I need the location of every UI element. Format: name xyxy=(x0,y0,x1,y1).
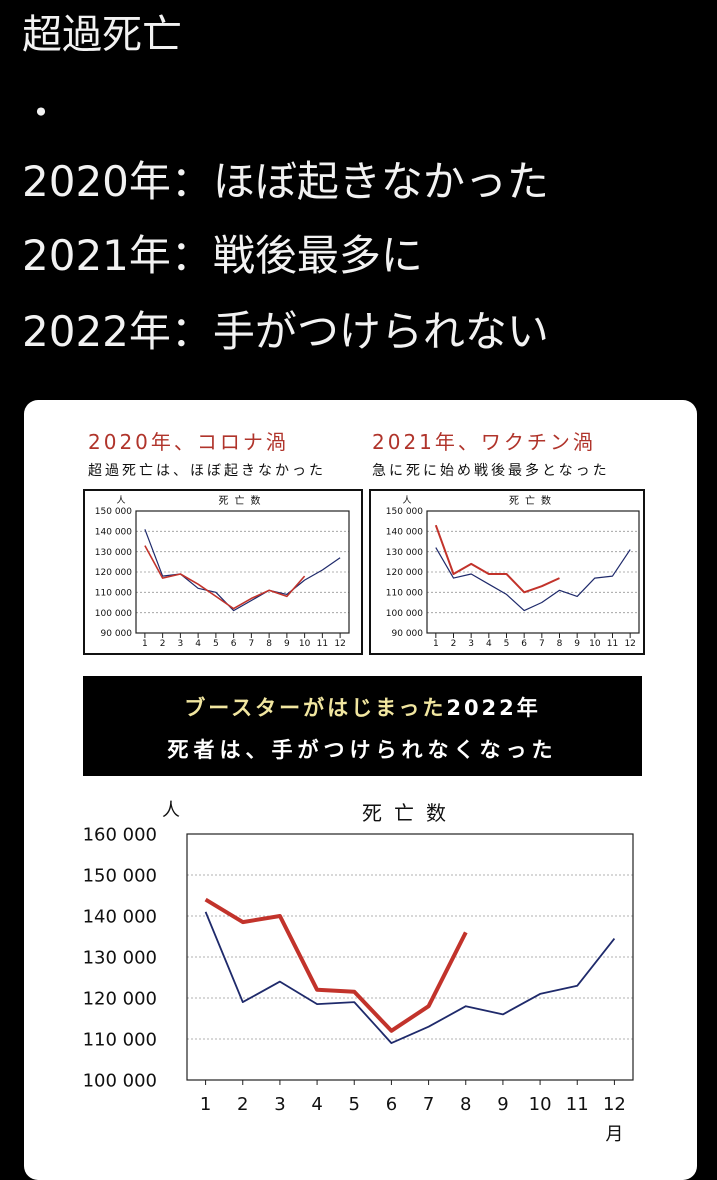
x-tick-label: 1 xyxy=(433,639,439,649)
y-tick-label: 160 000 xyxy=(83,824,157,845)
post-line-2020: 2020年：ほぼ起きなかった xyxy=(22,157,549,206)
y-unit-label: 人 xyxy=(162,800,180,821)
y-tick-label: 90 000 xyxy=(101,629,133,639)
y-tick-label: 100 000 xyxy=(386,609,423,619)
y-tick-label: 120 000 xyxy=(95,568,132,578)
chart-2020: 90 000 100 000 110 000 120 000 130 000 140 00… xyxy=(83,489,363,655)
y-tick-label: 120 000 xyxy=(83,988,157,1009)
post-line-2021: 2021年：戦後最多に xyxy=(22,231,423,280)
series-line-previous xyxy=(435,547,631,612)
x-tick-label: 8 xyxy=(460,1094,471,1115)
x-tick-label: 12 xyxy=(334,639,345,649)
chart-label: 死亡数 xyxy=(362,801,458,825)
x-tick-label: 6 xyxy=(521,639,527,649)
x-tick-label: 3 xyxy=(178,639,184,649)
chart-2021-subtitle: 急に死に始め戦後最多となった xyxy=(372,463,610,479)
x-tick-label: 6 xyxy=(386,1094,397,1115)
y-tick-label: 100 000 xyxy=(95,609,132,619)
chart-2020-title: 2020年、コロナ渦 xyxy=(88,430,289,454)
x-tick-label: 9 xyxy=(574,639,580,649)
x-tick-label: 5 xyxy=(213,639,219,649)
x-tick-label: 2 xyxy=(160,639,166,649)
plot-area xyxy=(186,833,634,1081)
x-tick-label: 7 xyxy=(249,639,255,649)
x-tick-label: 5 xyxy=(504,639,510,649)
y-tick-label: 90 000 xyxy=(392,629,424,639)
y-tick-label: 110 000 xyxy=(83,1029,157,1050)
y-tick-label: 150 000 xyxy=(386,507,423,517)
x-tick-label: 9 xyxy=(284,639,290,649)
chart-2020-subtitle: 超過死亡は、ほぼ起きなかった xyxy=(88,463,326,479)
y-tick-label: 140 000 xyxy=(386,527,423,537)
y-tick-label: 130 000 xyxy=(95,548,132,558)
banner-line-2: 死者は、手がつけられなくなった xyxy=(167,738,558,762)
y-tick-label: 140 000 xyxy=(83,906,157,927)
x-axis-label: 月 xyxy=(605,1124,623,1145)
series-line-current xyxy=(434,524,560,594)
x-tick-label: 3 xyxy=(274,1094,285,1115)
x-tick-label: 4 xyxy=(195,639,201,649)
chart-2021: 90 000 100 000 110 000 120 000 130 000 140 00… xyxy=(369,489,645,655)
x-tick-label: 7 xyxy=(539,639,545,649)
series-line-current xyxy=(144,545,306,610)
x-tick-label: 1 xyxy=(200,1094,211,1115)
bullet-dot: ・ xyxy=(22,91,61,135)
x-tick-label: 2 xyxy=(237,1094,248,1115)
y-tick-label: 140 000 xyxy=(95,527,132,537)
x-tick-label: 6 xyxy=(231,639,237,649)
y-tick-label: 130 000 xyxy=(83,947,157,968)
x-tick-label: 11 xyxy=(607,639,618,649)
x-tick-label: 1 xyxy=(142,639,148,649)
chart-label: 死亡数 xyxy=(509,494,557,507)
x-tick-label: 3 xyxy=(468,639,474,649)
x-tick-label: 7 xyxy=(423,1094,434,1115)
post-title: 超過死亡 xyxy=(22,12,182,58)
infographic-card: 2020年、コロナ渦 超過死亡は、ほぼ起きなかった 2021年、ワクチン渦 急に… xyxy=(24,400,697,1180)
chart-label: 死亡数 xyxy=(219,494,267,507)
plot-area xyxy=(135,510,350,634)
y-tick-label: 110 000 xyxy=(386,588,423,598)
y-tick-label: 150 000 xyxy=(95,507,132,517)
banner-year: 2022年 xyxy=(446,696,541,720)
x-tick-label: 12 xyxy=(603,1094,626,1115)
series-line-current xyxy=(204,897,468,1033)
x-tick-label: 11 xyxy=(566,1094,589,1115)
banner-highlight: ブースターがはじまった xyxy=(184,696,447,720)
y-unit-label: 人 xyxy=(402,495,411,506)
x-tick-label: 9 xyxy=(497,1094,508,1115)
x-tick-label: 8 xyxy=(266,639,272,649)
series-line-previous xyxy=(204,911,616,1044)
post-line-2022: 2022年：手がつけられない xyxy=(22,307,549,356)
y-tick-label: 150 000 xyxy=(83,865,157,886)
plot-area xyxy=(426,510,640,634)
x-tick-label: 10 xyxy=(299,639,311,649)
y-unit-label: 人 xyxy=(116,495,125,506)
y-tick-label: 110 000 xyxy=(95,588,132,598)
x-tick-label: 2 xyxy=(451,639,457,649)
x-tick-label: 8 xyxy=(557,639,563,649)
x-tick-label: 4 xyxy=(311,1094,322,1115)
chart-2022: 100 000 110 000 120 000 130 000 140 000 150 0… xyxy=(83,800,634,1145)
booster-banner: ブースターがはじまった2022年 死者は、手がつけられなくなった xyxy=(83,676,642,776)
chart-2021-title: 2021年、ワクチン渦 xyxy=(372,430,596,454)
y-tick-label: 100 000 xyxy=(83,1070,157,1091)
x-tick-label: 10 xyxy=(589,639,601,649)
x-tick-label: 11 xyxy=(317,639,328,649)
x-tick-label: 4 xyxy=(486,639,492,649)
chart-frame xyxy=(83,489,363,655)
x-tick-label: 10 xyxy=(529,1094,552,1115)
x-tick-label: 12 xyxy=(624,639,635,649)
banner-line-1: ブースターがはじまった2022年 xyxy=(83,692,642,722)
y-tick-label: 130 000 xyxy=(386,548,423,558)
y-tick-label: 120 000 xyxy=(386,568,423,578)
x-tick-label: 5 xyxy=(349,1094,360,1115)
